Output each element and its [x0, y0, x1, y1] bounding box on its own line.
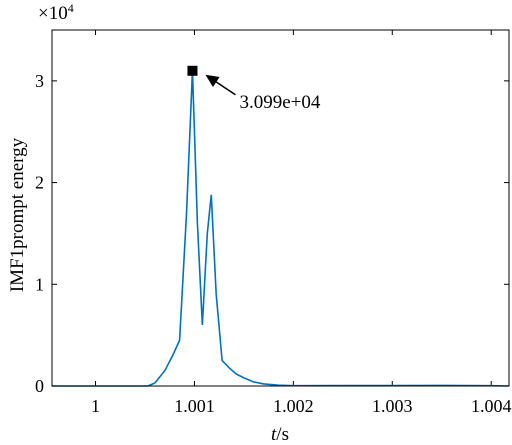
- x-tick-label: 1.001: [174, 396, 215, 416]
- y-tick-label: 2: [35, 173, 44, 193]
- y-exponent-base: ×10: [38, 3, 68, 24]
- x-axis-label-unit: /s: [276, 424, 289, 445]
- x-tick-label: 1: [91, 396, 100, 416]
- ticks-layer: 1 1.001 1.002 1.003 1.004 0 1 2 3: [35, 30, 511, 416]
- y-exponent-label: ×104: [38, 1, 74, 24]
- y-tick-label: 0: [35, 376, 44, 396]
- annotation-arrow: [215, 81, 236, 96]
- x-tick-label: 1.004: [471, 396, 512, 416]
- peak-marker: [187, 65, 198, 76]
- x-axis-label: t/s: [271, 424, 289, 445]
- x-axis-label-italic: t: [271, 424, 277, 445]
- y-exponent-power: 4: [68, 1, 74, 15]
- x-tick-label: 1.002: [273, 396, 314, 416]
- y-axis-label: IMF1prompt energy: [7, 137, 28, 292]
- plot-frame: [51, 29, 510, 387]
- x-tick-label: 1.003: [372, 396, 413, 416]
- y-tick-label: 3: [35, 71, 44, 91]
- annotation-label: 3.099e+04: [239, 92, 320, 113]
- series-line: [52, 70, 510, 387]
- annotation-arrowhead: [205, 74, 220, 87]
- y-tick-label: 1: [35, 274, 44, 294]
